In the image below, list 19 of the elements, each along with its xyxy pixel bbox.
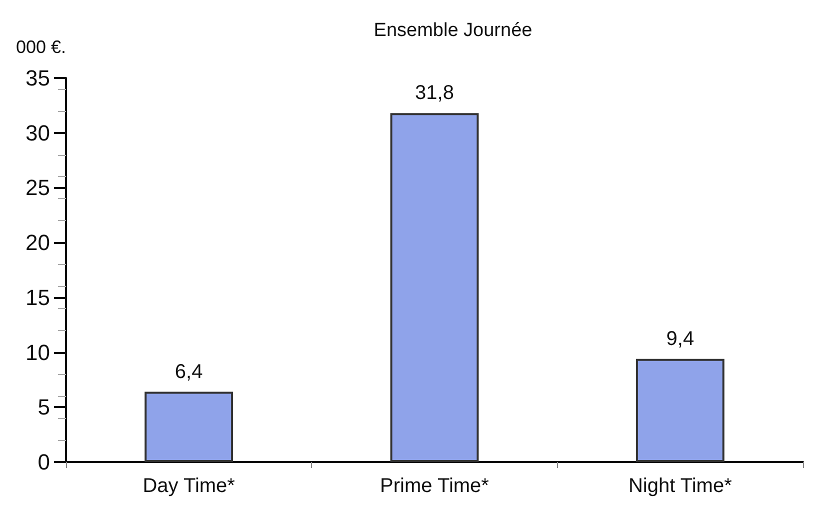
- bar: [390, 113, 479, 462]
- y-tick-label: 5: [38, 394, 50, 420]
- data-label: 9,4: [666, 328, 694, 350]
- bar: [636, 358, 724, 462]
- y-tick-label: 25: [26, 175, 50, 200]
- y-tick-label: 0: [38, 450, 50, 474]
- y-tick-label: 30: [26, 120, 50, 146]
- data-label: 6,4: [174, 360, 203, 383]
- y-tick-label: 35: [26, 66, 50, 90]
- y-axis-title: 000 €.: [16, 37, 66, 57]
- chart-title: Ensemble Journée: [374, 20, 532, 41]
- x-tick-label: Night Time*: [628, 475, 732, 497]
- y-tick-label: 10: [26, 340, 50, 365]
- y-tick-label: 15: [26, 284, 50, 310]
- data-label: 31,8: [415, 82, 454, 104]
- x-tick-label: Prime Time*: [380, 475, 490, 497]
- y-tick-label: 20: [26, 230, 50, 256]
- x-tick-label: Day Time*: [142, 475, 236, 497]
- bar: [144, 392, 234, 462]
